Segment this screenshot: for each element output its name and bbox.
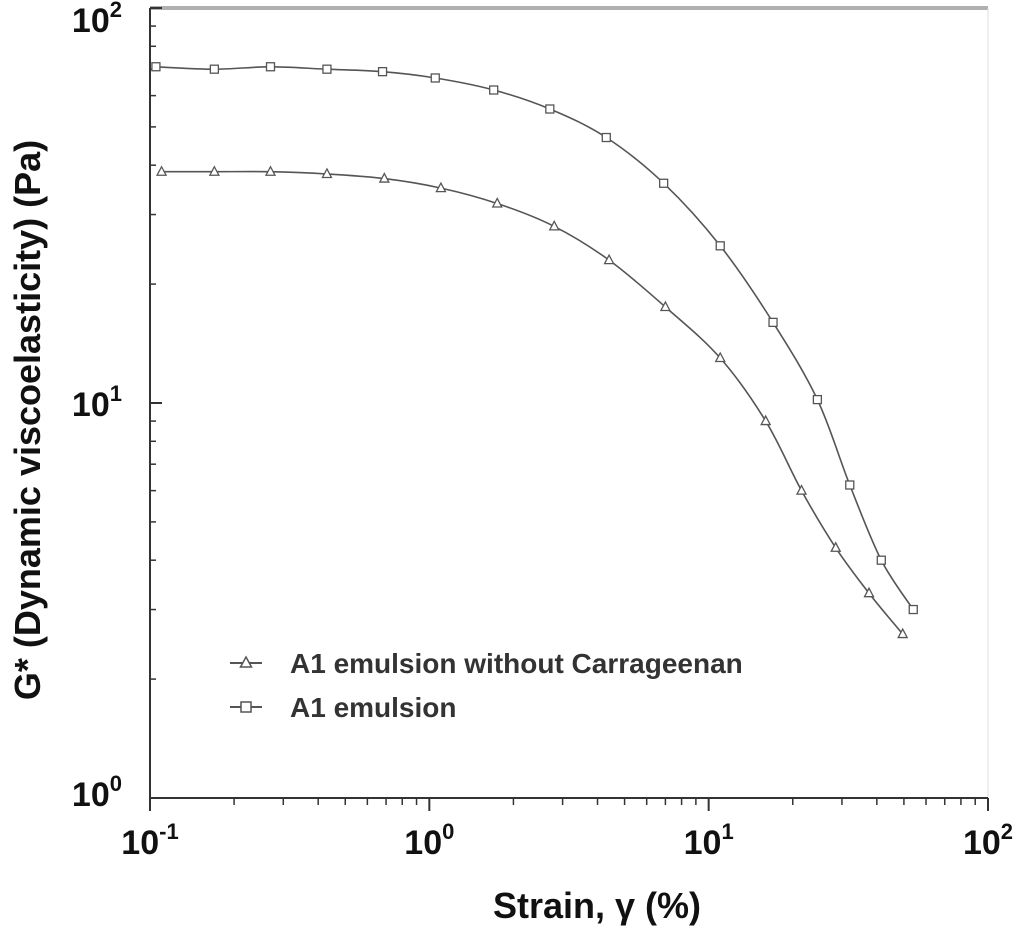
series-0-point-8 (603, 253, 615, 265)
series-0-point-6 (491, 197, 503, 208)
series-1-point-10 (715, 241, 725, 251)
x-tick-exponent-2: 1 (721, 819, 733, 844)
series-0-point-4 (378, 172, 390, 183)
y-tick-exponent-1: 1 (110, 381, 122, 406)
series-1-point-3 (322, 64, 332, 74)
series-1-point-0 (151, 62, 161, 72)
series-0-point-0 (155, 165, 168, 176)
y-tick-label-2: 102 (72, 0, 122, 40)
y-axis-title: G* (Dynamic viscoelasticity) (Pa) (7, 140, 48, 700)
legend-entry-1: A1 emulsion (230, 692, 456, 723)
legend-label-0: A1 emulsion without Carrageenan (290, 648, 743, 679)
series-0-point-9 (659, 300, 671, 312)
legend-triangle-marker (239, 655, 253, 668)
legend-entry-0: A1 emulsion without Carrageenan (230, 648, 743, 679)
y-tick-exponent-2: 2 (110, 0, 122, 22)
series-0-point-7 (548, 219, 560, 231)
x-tick-exponent-0: -1 (159, 819, 179, 844)
series-0-point-2 (264, 165, 277, 176)
series-0-point-14 (863, 586, 875, 598)
legend-label-1: A1 emulsion (290, 692, 456, 723)
x-tick-exponent-1: 0 (442, 819, 454, 844)
series-1-point-6 (489, 85, 499, 95)
series-0-point-13 (830, 541, 842, 552)
x-axis-title: Strain, γ (%) (493, 885, 701, 926)
x-tick-label-2: 101 (684, 819, 734, 862)
series-0-point-12 (795, 484, 808, 495)
series-0-point-10 (714, 351, 726, 363)
series-1-point-11 (768, 317, 778, 328)
x-axis-ticks: 10-1 100 101 102 (121, 798, 1013, 862)
series-layer (151, 62, 918, 639)
x-tick-label-1: 100 (404, 819, 454, 862)
series-0-point-3 (321, 167, 333, 179)
x-tick-label-3: 102 (963, 819, 1013, 862)
legend-square-marker (240, 701, 252, 713)
series-1-point-1 (209, 64, 220, 74)
series-1-point-9 (659, 178, 669, 188)
series-1-point-4 (377, 67, 388, 77)
series-0-line (161, 170, 904, 635)
series-1-point-8 (601, 132, 611, 143)
series-0-point-11 (760, 414, 772, 426)
y-tick-label-0: 100 (72, 771, 122, 814)
series-1-point-15 (908, 604, 918, 615)
series-1-point-13 (845, 480, 855, 490)
series-0 (155, 165, 909, 639)
series-1-point-7 (545, 104, 555, 114)
y-tick-exponent-0: 0 (110, 771, 122, 796)
y-tick-label-1: 101 (72, 381, 122, 424)
x-tick-label-0: 10-1 (121, 819, 178, 862)
x-tick-exponent-3: 2 (1001, 819, 1013, 844)
series-0-point-15 (897, 627, 909, 639)
legend: A1 emulsion without Carrageenan A1 emuls… (230, 648, 743, 723)
plot-area (150, 8, 988, 798)
series-1 (151, 62, 918, 615)
series-0-point-5 (435, 181, 447, 193)
series-1-point-2 (265, 62, 276, 72)
series-1-point-5 (430, 73, 440, 83)
series-0-point-1 (208, 165, 220, 176)
series-1-point-12 (812, 394, 823, 405)
series-1-point-14 (876, 555, 886, 565)
